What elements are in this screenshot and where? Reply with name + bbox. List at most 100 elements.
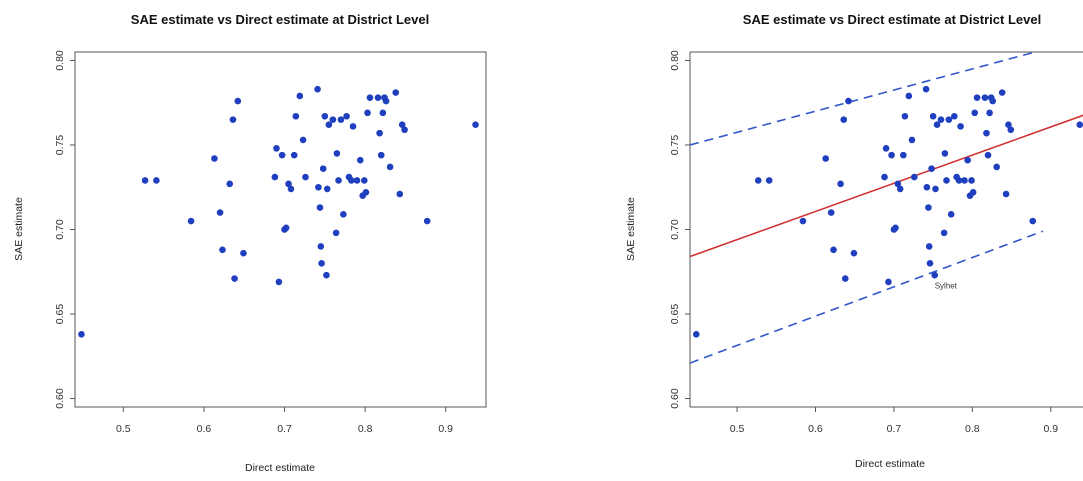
data-point (337, 116, 345, 123)
x-tick-label: 0.5 (730, 423, 745, 435)
data-point (971, 109, 979, 117)
data-point (933, 121, 941, 128)
x-tick-label: 0.7 (277, 423, 292, 435)
data-point (392, 89, 400, 96)
data-point (379, 109, 387, 117)
data-point (923, 183, 931, 191)
data-point (841, 275, 849, 282)
data-point (240, 249, 247, 257)
data-point (905, 92, 913, 100)
data-point (955, 177, 963, 184)
x-axis-label: Direct estimate (855, 458, 925, 470)
data-point (896, 185, 904, 193)
data-point (348, 177, 355, 184)
data-point (754, 177, 762, 184)
data-point (343, 112, 350, 120)
data-point (292, 112, 300, 120)
data-point (302, 173, 309, 181)
data-point (386, 163, 394, 171)
data-point (983, 129, 990, 137)
data-point (376, 129, 383, 137)
data-point (885, 278, 892, 286)
data-point (973, 94, 981, 101)
data-point (396, 190, 404, 198)
data-point (141, 177, 149, 184)
plot-frame (74, 51, 487, 408)
data-point (340, 210, 347, 218)
data-point (931, 271, 939, 279)
data-point (989, 97, 997, 105)
data-point (361, 177, 368, 184)
data-point (998, 89, 1006, 96)
y-tick-label: 0.70 (669, 219, 681, 240)
data-point (964, 156, 971, 164)
data-point (323, 271, 330, 279)
data-point (78, 331, 85, 338)
y-tick-label: 0.75 (669, 135, 681, 156)
data-point (925, 243, 933, 250)
data-point (969, 189, 977, 196)
y-axis-label: SAE estimate (625, 197, 637, 261)
data-point (888, 151, 895, 159)
plot-marks: Sylhet (690, 52, 1083, 364)
data-point (941, 150, 949, 157)
data-point (273, 145, 280, 152)
data-point (319, 165, 327, 172)
data-point (219, 246, 226, 254)
y-tick-label: 0.75 (54, 135, 66, 156)
data-point (1002, 190, 1010, 198)
data-point (335, 177, 342, 184)
data-point (290, 151, 298, 159)
y-tick-label: 0.80 (669, 50, 681, 71)
data-point (356, 156, 364, 164)
data-point (382, 97, 390, 105)
data-point (799, 217, 807, 225)
y-axis-label: SAE estimate (13, 197, 25, 261)
data-point (925, 204, 932, 211)
x-tick-label: 0.8 (358, 423, 373, 435)
chart-title: SAE estimate vs Direct estimate at Distr… (743, 12, 1041, 27)
data-point (850, 249, 858, 257)
data-point (229, 116, 237, 123)
x-tick-label: 0.6 (808, 423, 823, 435)
data-point (366, 94, 374, 101)
data-point (940, 229, 948, 237)
data-point (922, 85, 930, 93)
x-tick-label: 0.9 (1043, 423, 1058, 435)
data-point (968, 177, 975, 184)
data-point (401, 126, 408, 134)
data-point (827, 209, 835, 216)
data-point (275, 278, 283, 286)
data-point (837, 180, 844, 188)
data-point (231, 275, 238, 282)
data-point (318, 260, 325, 267)
data-point (1007, 126, 1015, 134)
data-point (325, 121, 333, 128)
data-point (211, 155, 218, 162)
data-point (947, 210, 955, 218)
data-point (314, 85, 321, 93)
data-point (986, 109, 993, 117)
data-point (928, 165, 935, 172)
data-point (316, 204, 324, 211)
data-point (961, 177, 968, 184)
data-point (993, 163, 1000, 171)
chart-title: SAE estimate vs Direct estimate at Distr… (131, 12, 429, 27)
data-point (285, 180, 292, 188)
data-point (984, 151, 992, 159)
data-point (187, 217, 195, 225)
data-point (287, 185, 295, 193)
data-point (153, 177, 160, 184)
data-point (423, 217, 431, 225)
data-point (908, 136, 916, 144)
data-point (364, 109, 371, 117)
data-point (353, 177, 361, 184)
data-point (929, 112, 937, 120)
data-point (329, 116, 337, 123)
data-point (234, 97, 242, 105)
y-tick-label: 0.65 (54, 304, 66, 325)
data-point (901, 112, 909, 120)
data-point (349, 123, 357, 130)
y-tick-label: 0.65 (669, 304, 681, 325)
